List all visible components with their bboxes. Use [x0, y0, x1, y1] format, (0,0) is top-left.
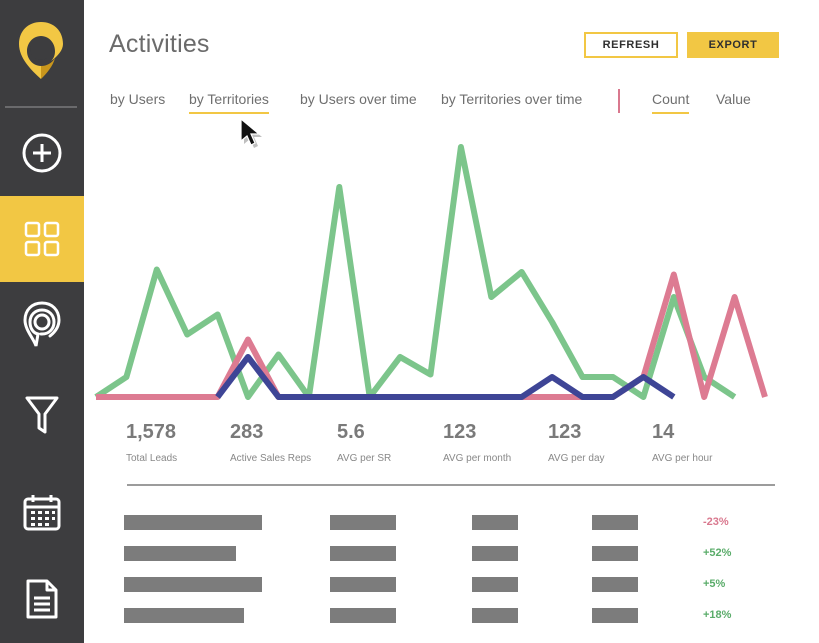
mouse-cursor-icon [240, 117, 262, 148]
sidebar-divider [5, 106, 77, 108]
stat-value: 5.6 [337, 421, 365, 443]
stat-value: 123 [443, 421, 477, 443]
stat-value: 1,578 [126, 421, 177, 443]
stat-avg-per-day: 123 AVG per day [548, 421, 605, 464]
stat-label: Total Leads [126, 453, 178, 464]
table-cell-bar [472, 608, 518, 623]
table-cell-bar [330, 577, 396, 592]
sidebar-item-add[interactable] [0, 110, 84, 196]
sidebar-item-calendar[interactable] [0, 470, 84, 556]
table-cell-bar [124, 577, 262, 592]
stat-label: AVG per hour [652, 453, 713, 464]
calendar-icon [23, 495, 61, 531]
stat-label: AVG per day [548, 453, 605, 464]
funnel-icon [25, 396, 59, 434]
refresh-button[interactable]: REFRESH [584, 32, 678, 58]
stat-active-sales-reps: 283 Active Sales Reps [230, 421, 311, 464]
table-cell-bar [592, 546, 638, 561]
sidebar-item-filter[interactable] [0, 372, 84, 458]
pin-logo-icon[interactable] [17, 20, 65, 82]
table-cell-bar [592, 577, 638, 592]
table-cell-bar [330, 546, 396, 561]
table-cell-bar [472, 577, 518, 592]
tab-count[interactable]: Count [652, 91, 690, 114]
chart-series-1-line [94, 144, 737, 400]
document-icon [26, 579, 58, 619]
table-cell-bar [592, 515, 638, 530]
table-cell-bar [124, 546, 236, 561]
stat-label: Active Sales Reps [230, 453, 312, 464]
sidebar-item-documents[interactable] [0, 556, 84, 642]
table-row-change: +52% [703, 547, 732, 559]
tab-by-users[interactable]: by Users [110, 91, 166, 107]
stat-avg-per-hour: 14 AVG per hour [652, 421, 712, 464]
stat-avg-per-month: 123 AVG per month [443, 421, 511, 464]
tab-separator [618, 89, 620, 113]
tab-by-territories[interactable]: by Territories [189, 91, 269, 114]
table-cell-bar [330, 608, 396, 623]
export-button[interactable]: EXPORT [687, 32, 779, 58]
sidebar-item-map[interactable] [0, 282, 84, 368]
table-cell-bar [330, 515, 396, 530]
table-row-change: +5% [703, 578, 726, 590]
table-cell-bar [472, 546, 518, 561]
table-divider [127, 484, 775, 486]
table-row-change: -23% [703, 516, 729, 528]
page-title: Activities [109, 30, 210, 58]
tab-by-territories-over-time[interactable]: by Territories over time [441, 91, 583, 107]
table-cell-bar [124, 515, 262, 530]
table-cell-bar [124, 608, 244, 623]
stat-value: 14 [652, 421, 675, 443]
table-row-change: +18% [703, 609, 732, 621]
activities-line-chart [94, 144, 768, 400]
sidebar-item-dashboard[interactable] [0, 196, 84, 282]
table-cell-bar [472, 515, 518, 530]
stat-label: AVG per SR [337, 453, 392, 464]
stat-total-leads: 1,578 Total Leads [126, 421, 177, 464]
stat-value: 283 [230, 421, 264, 443]
stat-avg-per-sr: 5.6 AVG per SR [337, 421, 391, 464]
stat-value: 123 [548, 421, 582, 443]
stat-label: AVG per month [443, 453, 512, 464]
table-cell-bar [592, 608, 638, 623]
plus-circle-icon [22, 133, 62, 173]
grid-icon [24, 221, 60, 257]
tab-by-users-over-time[interactable]: by Users over time [300, 91, 417, 107]
tab-value[interactable]: Value [716, 91, 751, 107]
chart-series-3-line [215, 354, 676, 400]
map-pin-icon [23, 301, 61, 347]
sidebar [0, 0, 84, 643]
